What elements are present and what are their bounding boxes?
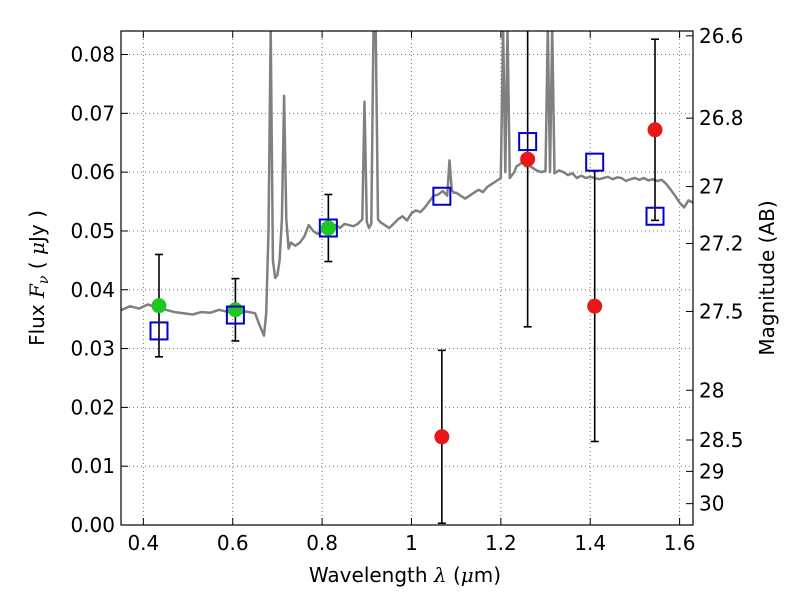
nondetected-point (434, 429, 450, 445)
detected-point (320, 220, 336, 236)
y-tick-label: 0.07 (70, 101, 115, 125)
y-tick-label: 0.02 (70, 395, 115, 419)
nondetected-point (587, 298, 603, 314)
detected-point (227, 302, 243, 318)
y-tick-label: 0.08 (70, 43, 115, 67)
y2-axis-label: Magnitude (AB) (755, 200, 779, 355)
model-photometry-square (149, 321, 169, 341)
model-photometry-square (518, 132, 538, 152)
mag-tick-label: 27.2 (699, 232, 744, 256)
y-tick-label: 0.05 (70, 219, 115, 243)
axis-ticks: 0.4 0.6 0.8 1 1.2 1.4 1.6 0.00 0.01 0.02 0.03 0.04 0… (70, 24, 743, 555)
x-axis-label: Wavelength λ (μm) (309, 563, 501, 587)
model-photometry-square (645, 206, 665, 226)
x-tick-label: 0.4 (127, 531, 159, 555)
model-photometry-square (318, 218, 338, 238)
plot-frame (120, 30, 694, 526)
model-photometry-square (585, 152, 605, 172)
model-photometry-square (432, 186, 452, 206)
mag-tick-label: 27 (699, 175, 724, 199)
y-tick-label: 0.03 (70, 337, 115, 361)
mag-tick-label: 30 (699, 492, 724, 516)
x-tick-label: 0.8 (306, 531, 338, 555)
mag-tick-label: 27.5 (699, 299, 744, 323)
markers (149, 122, 665, 445)
mag-tick-label: 26.6 (699, 24, 744, 48)
mag-tick-label: 28.5 (699, 428, 744, 452)
mag-tick-label: 28 (699, 378, 724, 402)
y-tick-label: 0.01 (70, 454, 115, 478)
y-axis-label: Flux Fν ( μJy ) (25, 210, 52, 346)
x-tick-label: 1.6 (664, 531, 696, 555)
model-photometry-square (225, 305, 245, 325)
x-tick-label: 1.2 (485, 531, 517, 555)
detected-point (151, 298, 167, 314)
mag-tick-label: 29 (699, 459, 724, 483)
y-tick-label: 0.04 (70, 278, 115, 302)
x-tick-label: 0.6 (217, 531, 249, 555)
nondetected-point (647, 122, 663, 138)
x-tick-label: 1.4 (574, 531, 606, 555)
y-tick-label: 0.00 (70, 513, 115, 537)
y-tick-label: 0.06 (70, 160, 115, 184)
mag-tick-label: 26.8 (699, 106, 744, 130)
nondetected-point (520, 151, 536, 167)
x-tick-label: 1 (405, 531, 418, 555)
